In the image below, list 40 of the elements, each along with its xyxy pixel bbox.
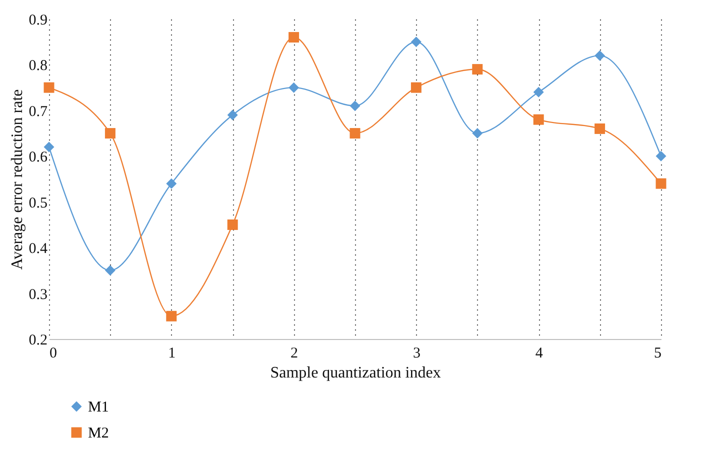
x-tick-label: 0 [50,346,57,362]
x-tick-label: 3 [412,346,420,362]
point [656,178,666,189]
point [594,50,606,61]
y-tick-label: 0.6 [28,150,48,166]
point [288,82,300,93]
y-tick-label: 0.2 [28,332,48,348]
legend-label: M1 [88,400,109,416]
x-tick-label: 1 [168,346,176,362]
point [350,128,360,139]
point [166,310,177,322]
point [104,128,116,139]
y-axis-title: Average error reduction rate [8,89,26,270]
x-tick-label: 5 [654,346,662,362]
point [594,123,606,134]
point [288,32,300,43]
point [533,114,544,125]
point [533,86,544,98]
point [472,128,483,139]
x-tick-label: 2 [290,346,298,362]
point [656,150,666,162]
point [227,219,238,230]
point [350,100,360,112]
point [166,178,177,189]
point [472,64,483,75]
y-tick-label: 0.3 [28,286,48,303]
x-tick-label: 4 [535,346,544,362]
point [44,82,54,93]
point [227,110,238,120]
x-axis-title: Sample quantization index [270,364,441,382]
point [410,36,422,48]
y-tick-label: 0.7 [28,104,48,120]
point [44,142,54,152]
y-tick-label: 0.9 [28,12,48,28]
point [410,82,422,93]
y-tick-label: 0.4 [28,241,48,258]
y-tick-label: 0.8 [28,58,48,74]
y-tick-label: 0.5 [28,195,48,212]
point [104,265,116,276]
legend-label: M2 [88,426,109,442]
